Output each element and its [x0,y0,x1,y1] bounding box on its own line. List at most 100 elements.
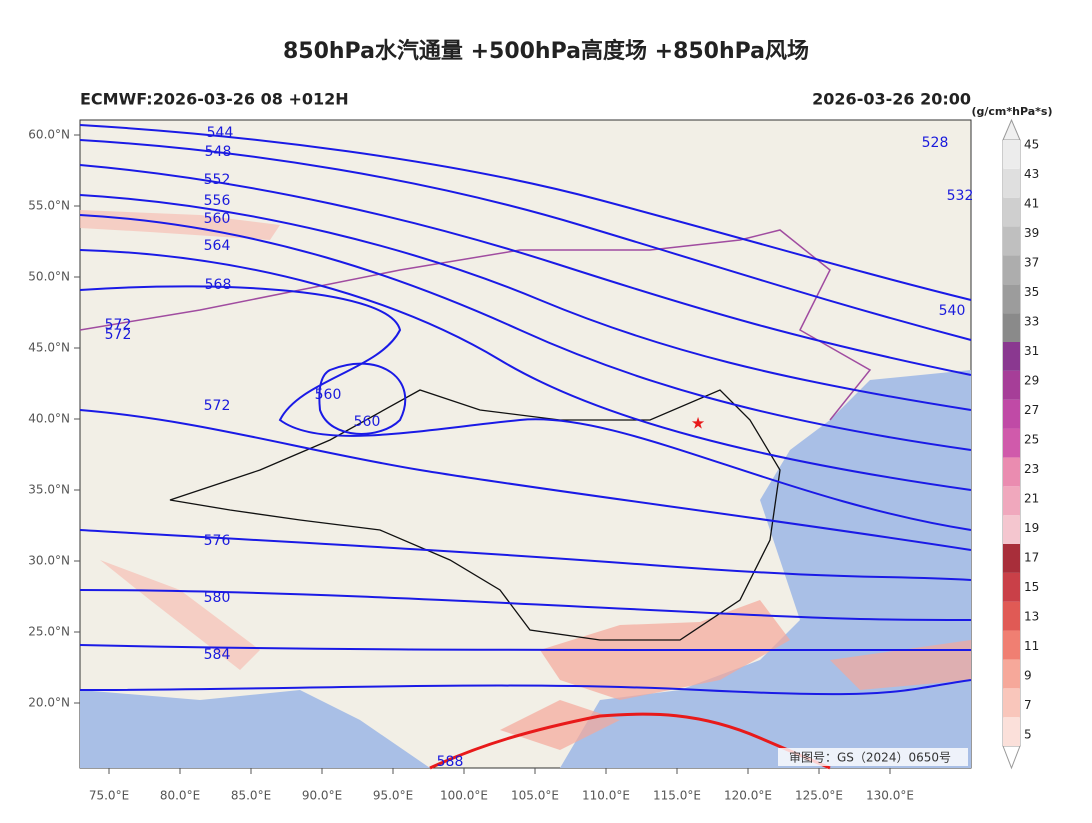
contour [79,409,972,551]
capital-star: ★ [691,414,705,433]
colorbar-segment [1003,342,1020,371]
moisture-flux [100,560,260,670]
colorbar-label: 5 [1024,728,1032,742]
lon-label: 90.0°E [302,789,342,803]
lon-label: 75.0°E [89,789,129,803]
colorbar-segment [1003,197,1020,227]
colorbar-label: 17 [1024,551,1039,565]
province-borders [169,389,781,641]
lon-label: 120.0°E [724,789,772,803]
lat-label: 60.0°N [28,128,70,142]
contour-label: 544 [207,125,234,141]
colorbar-label: 15 [1024,580,1039,594]
colorbar-segment [1003,428,1020,458]
approval-box [778,748,968,766]
title: 850hPa水汽通量 +500hPa高度场 +850hPa风场 [283,38,809,64]
colorbar-label: 33 [1024,315,1039,329]
contour [79,589,972,621]
colorbar-segment [1003,601,1020,631]
colorbar-segment [1003,457,1020,487]
colorbar-label: 13 [1024,610,1039,624]
lat-label: 55.0°N [28,199,70,213]
lat-label: 45.0°N [28,341,70,355]
colorbar-label: 11 [1024,639,1039,653]
colorbar-segment [1003,515,1020,544]
contour-label: 548 [205,144,232,160]
colorbar-label: 21 [1024,492,1039,506]
national-border [79,229,872,421]
colorbar-segment [1003,284,1020,314]
lon-label: 100.0°E [440,789,488,803]
lat-label: 25.0°N [28,625,70,639]
lon-label: 130.0°E [866,789,914,803]
lon-label: 85.0°E [231,789,271,803]
contour-label: 572 [204,398,231,414]
contour-label: 568 [205,277,232,293]
contour-label: 576 [204,533,231,549]
colorbar-segment [1003,717,1020,746]
contour-label: 528 [922,135,949,151]
contour [79,679,972,696]
colorbar-label: 25 [1024,433,1039,447]
colorbar-segment [1003,572,1020,602]
contour [79,139,972,341]
colorbar-segment [1003,226,1020,256]
colorbar-segment [1003,168,1020,198]
model-run: ECMWF:2026-03-26 08 +012H [80,90,349,109]
contour [318,362,407,435]
contour-label: 572 [105,327,132,343]
colorbar-segment [1003,255,1020,285]
contour-label: 560 [354,414,381,430]
colorbar-segment [1003,399,1020,429]
lon-label: 110.0°E [582,789,630,803]
colorbar-label: 29 [1024,374,1039,388]
colorbar-segment [1003,140,1020,169]
colorbar-segment [1003,370,1020,400]
colorbar-label: 41 [1024,197,1039,211]
map-area: ★ [79,119,972,770]
map-approval: 审图号：GS（2024）0650号 [789,750,951,765]
contour-label: 540 [939,303,966,319]
contour-label: 588 [437,754,464,770]
lat-label: 50.0°N [28,270,70,284]
colorbar-segment [1003,544,1020,573]
contour [79,164,972,376]
colorbar-label: 45 [1024,138,1039,152]
colorbar-segment [1003,630,1020,660]
colorbar-label: 39 [1024,226,1039,240]
colorbar-label: 7 [1024,698,1032,712]
contour-label: 560 [315,387,342,403]
colorbar-label: 43 [1024,167,1039,181]
contour-label: 560 [204,211,231,227]
colorbar-label: 37 [1024,256,1039,270]
colorbar-unit: (g/cm*hPa*s) [971,105,1052,118]
moisture-flux [830,640,971,690]
colorbar-segment [1003,486,1020,516]
contour-label: 556 [204,193,231,209]
contour-label: 572 [105,317,132,333]
lon-label: 105.0°E [511,789,559,803]
contour [79,529,972,581]
colorbar-label: 9 [1024,669,1032,683]
contour [79,214,972,451]
valid-time: 2026-03-26 20:00 [812,90,971,109]
contour-label: 580 [204,590,231,606]
contour-588 [429,712,831,770]
lon-label: 80.0°E [160,789,200,803]
lat-label: 30.0°N [28,554,70,568]
colorbar-segment [1003,688,1020,718]
colorbar-top [1002,118,1021,141]
lat-label: 35.0°N [28,483,70,497]
contour [79,249,972,491]
lon-label: 125.0°E [795,789,843,803]
colorbar-label: 19 [1024,521,1039,535]
ocean [80,690,430,768]
contour-label: 584 [204,647,231,663]
lat-label: 20.0°N [28,696,70,710]
colorbar-label: 35 [1024,285,1039,299]
contour [79,644,971,652]
contour [79,285,972,531]
lat-label: 40.0°N [28,412,70,426]
colorbar-bottom [1002,745,1021,770]
